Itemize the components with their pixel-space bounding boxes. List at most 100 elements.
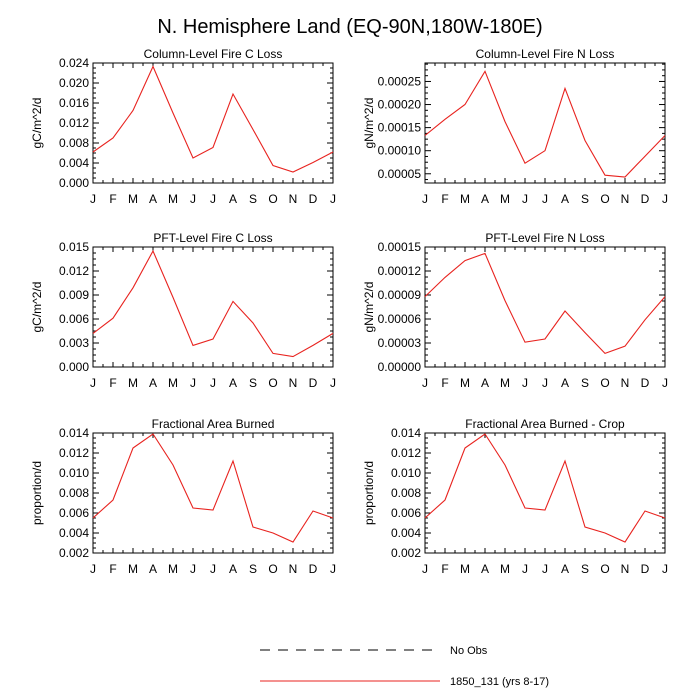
x-tick-label: A [481, 192, 489, 206]
x-tick-label: J [210, 562, 216, 576]
plot-frame [92, 62, 334, 184]
chart-title: Column-Level Fire N Loss [476, 47, 615, 61]
y-tick-label: 0.004 [391, 526, 421, 540]
x-tick-label: J [210, 376, 216, 390]
x-tick-label: M [168, 192, 178, 206]
chart-title: Fractional Area Burned - Crop [465, 417, 625, 431]
x-tick-label: J [522, 376, 528, 390]
x-tick-label: M [460, 562, 470, 576]
y-tick-label: 0.015 [59, 240, 89, 254]
y-tick-label: 0.010 [59, 466, 89, 480]
y-tick-label: 0.004 [59, 526, 89, 540]
x-tick-label: A [229, 562, 237, 576]
y-tick-label: 0.00020 [378, 98, 422, 112]
y-tick-label: 0.00006 [378, 312, 422, 326]
y-tick-label: 0.010 [391, 466, 421, 480]
series-line [92, 65, 334, 173]
x-tick-label: F [441, 192, 448, 206]
x-tick-label: D [641, 192, 650, 206]
y-tick-label: 0.00015 [378, 240, 422, 254]
y-tick-label: 0.00012 [378, 264, 422, 278]
x-tick-label: S [249, 562, 257, 576]
x-tick-label: M [500, 562, 510, 576]
x-tick-label: O [600, 376, 609, 390]
y-tick-label: 0.008 [59, 486, 89, 500]
x-tick-label: J [662, 562, 668, 576]
x-tick-label: S [581, 192, 589, 206]
y-tick-label: 0.008 [59, 136, 89, 150]
x-tick-label: J [542, 192, 548, 206]
y-tick-label: 0.00025 [378, 74, 422, 88]
y-tick-label: 0.00005 [378, 167, 422, 181]
x-tick-label: A [481, 562, 489, 576]
x-tick-label: O [600, 562, 609, 576]
y-tick-label: 0.012 [59, 116, 89, 130]
x-tick-label: M [500, 376, 510, 390]
x-tick-label: M [128, 192, 138, 206]
y-tick-label: 0.009 [59, 288, 89, 302]
x-tick-label: M [128, 562, 138, 576]
x-tick-label: A [229, 192, 237, 206]
x-tick-label: F [441, 376, 448, 390]
y-tick-label: 0.014 [59, 426, 89, 440]
x-tick-label: J [90, 376, 96, 390]
y-tick-label: 0.000 [59, 176, 89, 190]
x-tick-label: J [190, 376, 196, 390]
x-tick-label: J [210, 192, 216, 206]
x-tick-label: J [90, 192, 96, 206]
plot-frame [92, 246, 334, 368]
x-tick-label: M [460, 192, 470, 206]
x-tick-label: N [289, 376, 298, 390]
x-tick-label: J [422, 192, 428, 206]
y-tick-label: 0.020 [59, 76, 89, 90]
x-tick-label: D [641, 376, 650, 390]
x-tick-label: J [330, 562, 336, 576]
series-line [424, 433, 666, 543]
y-axis-label: proportion/d [30, 461, 44, 525]
y-tick-label: 0.00009 [378, 288, 422, 302]
series-line [424, 252, 666, 355]
y-tick-label: 0.012 [59, 446, 89, 460]
chart-title: PFT-Level Fire N Loss [485, 231, 604, 245]
x-tick-label: A [149, 192, 157, 206]
y-tick-label: 0.002 [59, 546, 89, 560]
x-tick-label: S [581, 376, 589, 390]
x-tick-label: J [330, 192, 336, 206]
x-tick-label: S [249, 192, 257, 206]
y-tick-label: 0.006 [59, 506, 89, 520]
x-tick-label: M [500, 192, 510, 206]
x-tick-label: A [561, 376, 569, 390]
x-tick-label: A [561, 562, 569, 576]
x-tick-label: S [249, 376, 257, 390]
x-tick-label: J [522, 192, 528, 206]
x-tick-label: M [128, 376, 138, 390]
series-line [424, 70, 666, 178]
x-tick-label: O [268, 376, 277, 390]
y-tick-label: 0.00003 [378, 336, 422, 350]
x-tick-label: A [229, 376, 237, 390]
x-tick-label: J [542, 562, 548, 576]
y-tick-label: 0.003 [59, 336, 89, 350]
x-tick-label: J [190, 562, 196, 576]
legend-no-obs-label: No Obs [450, 645, 488, 657]
x-tick-label: A [561, 192, 569, 206]
legend: No Obs 1850_131 (yrs 8-17) [260, 645, 549, 688]
x-tick-label: O [600, 192, 609, 206]
x-tick-label: J [90, 562, 96, 576]
x-tick-label: N [621, 376, 630, 390]
x-tick-label: O [268, 192, 277, 206]
x-tick-label: F [109, 562, 116, 576]
x-tick-label: M [460, 376, 470, 390]
y-tick-label: 0.00010 [378, 144, 422, 158]
y-tick-label: 0.006 [59, 312, 89, 326]
chart-title: Column-Level Fire C Loss [144, 47, 283, 61]
y-tick-label: 0.004 [59, 156, 89, 170]
x-tick-label: N [289, 562, 298, 576]
